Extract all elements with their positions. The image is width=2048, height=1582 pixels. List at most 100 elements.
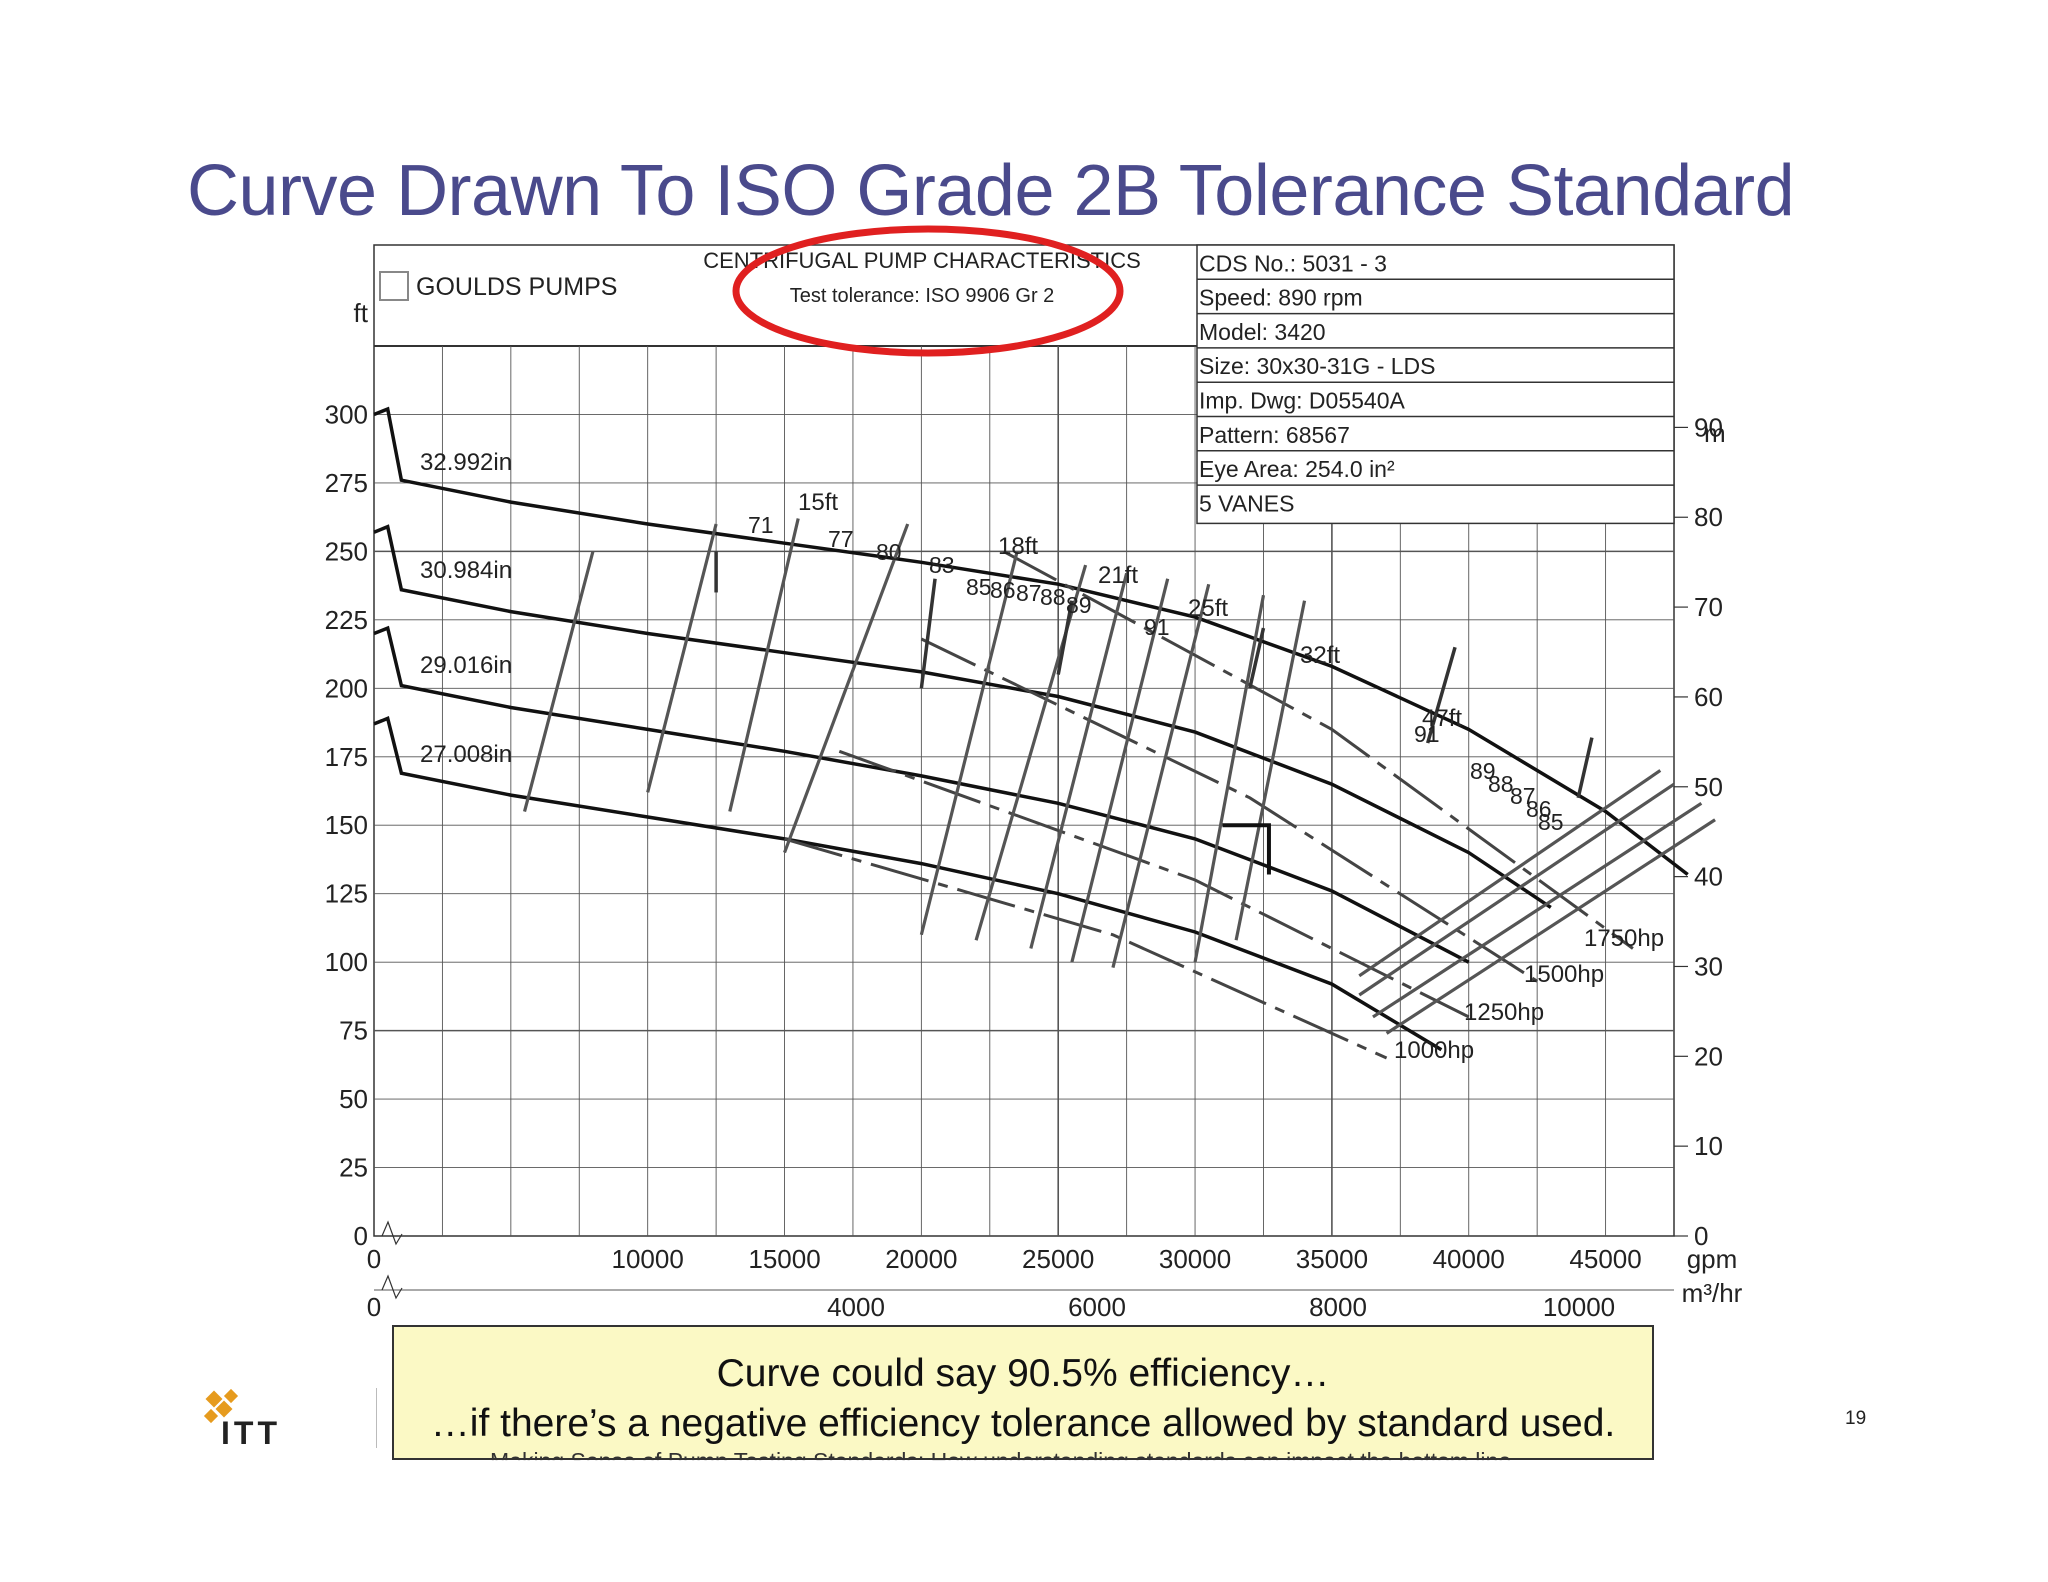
efficiency-line xyxy=(646,523,718,793)
axis-break-icon xyxy=(381,1220,403,1246)
y2-tick-label: 50 xyxy=(1694,772,1723,802)
efficiency-line xyxy=(1385,818,1716,1035)
head-curve xyxy=(373,524,1552,909)
efficiency-line xyxy=(1111,583,1211,969)
y-tick-label: 225 xyxy=(325,605,368,635)
rating-point-marker xyxy=(1222,823,1271,875)
y-tick-label: 125 xyxy=(325,879,368,909)
y-tick-label: 0 xyxy=(354,1221,368,1251)
chart-curves xyxy=(373,406,1716,1060)
efficiency-line xyxy=(1234,600,1307,941)
y2-tick-label: 90 xyxy=(1694,412,1723,442)
efficiency-label: 87 xyxy=(1510,783,1536,809)
test-tolerance-text: Test tolerance: ISO 9906 Gr 2 xyxy=(790,285,1055,307)
head-curve-label: 32.992in xyxy=(420,449,512,476)
x-tick-label: 10000 xyxy=(612,1244,684,1274)
npsh-label: 25ft xyxy=(1188,595,1228,622)
x2-tick-label: 10000 xyxy=(1543,1292,1615,1322)
head-curve xyxy=(373,406,1689,876)
npsh-label: 32ft xyxy=(1300,642,1340,669)
power-curve xyxy=(784,837,1388,1060)
y2-tick-label: 10 xyxy=(1694,1131,1723,1161)
y2-tick-label: 0 xyxy=(1694,1221,1708,1251)
y-tick-label: 200 xyxy=(325,673,368,703)
efficiency-label: 85 xyxy=(1538,809,1564,835)
y2-tick-label: 40 xyxy=(1694,862,1723,892)
head-curve-label: 27.008in xyxy=(420,741,512,768)
head-curve xyxy=(373,625,1470,964)
x-tick-label: 30000 xyxy=(1159,1244,1231,1274)
efficiency-line xyxy=(1029,572,1129,949)
callout-line-1: Curve could say 90.5% efficiency… xyxy=(716,1352,1330,1395)
efficiency-label: 86 xyxy=(1526,796,1552,822)
npsh-line xyxy=(1576,737,1594,799)
x-tick-label: 35000 xyxy=(1296,1244,1368,1274)
info-row-text: Imp. Dwg: D05540A xyxy=(1199,388,1405,414)
efficiency-label: 89 xyxy=(1470,758,1496,784)
y2-tick-label: 30 xyxy=(1694,951,1723,981)
efficiency-label: 91 xyxy=(1414,721,1440,747)
efficiency-line xyxy=(1193,594,1266,963)
efficiency-label: 71 xyxy=(748,512,774,538)
chart-border xyxy=(373,244,1675,1237)
efficiency-line xyxy=(919,550,1019,936)
head-curve-label: 30.984in xyxy=(420,557,512,584)
efficiency-line xyxy=(522,550,595,812)
itt-logo: ITT xyxy=(203,1388,281,1448)
y-axis-unit: ft xyxy=(354,298,369,328)
x2-tick-label: 4000 xyxy=(827,1292,885,1322)
info-row-text: Pattern: 68567 xyxy=(1199,422,1350,448)
chart-labels: 0255075100125150175200225250275300ft0102… xyxy=(325,298,1743,1322)
efficiency-label: 85 xyxy=(966,574,992,600)
npsh-line xyxy=(1248,627,1266,689)
slide-title: Curve Drawn To ISO Grade 2B Tolerance St… xyxy=(187,151,1795,231)
info-row-text: Speed: 890 rpm xyxy=(1199,285,1363,311)
itt-logo-text: ITT xyxy=(221,1415,281,1448)
y-tick-label: 250 xyxy=(325,536,368,566)
efficiency-label: 91 xyxy=(1144,614,1170,640)
power-curve xyxy=(1002,550,1634,950)
logo-divider xyxy=(376,1388,377,1448)
npsh-label: 15ft xyxy=(798,489,838,516)
x2-axis-unit: m³/hr xyxy=(1682,1278,1743,1308)
efficiency-label: 89 xyxy=(1066,592,1092,618)
npsh-label: 47ft xyxy=(1422,705,1462,732)
info-row-text: Size: 30x30-31G - LDS xyxy=(1199,353,1436,379)
info-row-text: 5 VANES xyxy=(1199,490,1294,516)
efficiency-line xyxy=(728,518,800,812)
x-tick-label: 45000 xyxy=(1569,1244,1641,1274)
efficiency-label: 87 xyxy=(1016,580,1042,606)
y-tick-label: 100 xyxy=(325,947,368,977)
axis-break-icon xyxy=(381,1274,403,1300)
efficiency-line xyxy=(1358,769,1662,978)
callout-line-2: …if there’s a negative efficiency tolera… xyxy=(430,1402,1616,1445)
efficiency-label: 86 xyxy=(990,577,1016,603)
efficiency-label: 88 xyxy=(1488,771,1514,797)
y2-tick-label: 20 xyxy=(1694,1041,1723,1071)
y-tick-label: 75 xyxy=(339,1016,368,1046)
x-tick-label: 20000 xyxy=(885,1244,957,1274)
info-row-text: Eye Area: 254.0 in² xyxy=(1199,456,1395,482)
y-tick-label: 275 xyxy=(325,468,368,498)
power-curve-label: 1500hp xyxy=(1524,961,1604,988)
x2-tick-label: 6000 xyxy=(1068,1292,1126,1322)
npsh-line xyxy=(1426,646,1457,744)
x-tick-label: 15000 xyxy=(748,1244,820,1274)
efficiency-line xyxy=(783,523,910,854)
npsh-line xyxy=(1056,600,1074,675)
page-number: 19 xyxy=(1845,1408,1867,1429)
y2-axis-unit: m xyxy=(1704,418,1726,448)
x-axis-unit: gpm xyxy=(1687,1244,1738,1274)
y2-tick-label: 70 xyxy=(1694,592,1723,622)
y-tick-label: 300 xyxy=(325,399,368,429)
x2-tick-label: 0 xyxy=(367,1292,381,1322)
callout-box: Curve could say 90.5% efficiency… …if th… xyxy=(392,1325,1654,1460)
power-curve-label: 1750hp xyxy=(1584,925,1664,952)
info-table xyxy=(1196,244,1675,525)
goulds-logo-icon xyxy=(379,271,409,301)
efficiency-label: 88 xyxy=(1040,584,1066,610)
head-curve xyxy=(373,716,1443,1052)
y-tick-label: 25 xyxy=(339,1153,368,1183)
